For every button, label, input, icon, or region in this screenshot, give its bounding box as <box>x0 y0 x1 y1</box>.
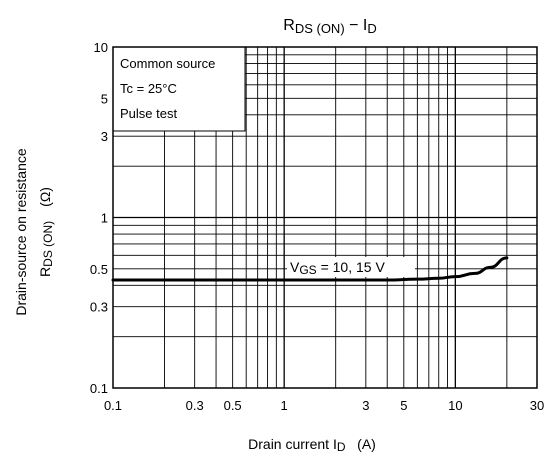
x-tick-label: 1 <box>281 398 288 413</box>
x-tick-label: 0.3 <box>186 398 204 413</box>
conditions-box-bg <box>112 46 246 132</box>
x-axis-label: Drain current ID (A) <box>248 436 376 454</box>
y-tick-label: 0.1 <box>90 381 108 396</box>
x-tick-label: 0.1 <box>104 398 122 413</box>
y-tick-label: 0.3 <box>90 300 108 315</box>
y-axis-label-symbol: RDS (ON)(Ω) <box>37 187 55 277</box>
condition-text: Common source <box>120 56 215 71</box>
series-label: VGS = 10, 15 V <box>290 259 385 277</box>
y-tick-labels: 0.1 0.3 0.5 1 3 5 10 <box>90 40 108 396</box>
y-tick-label: 1 <box>101 211 108 226</box>
condition-text: Pulse test <box>120 106 177 121</box>
series-label-bg <box>287 257 415 277</box>
condition-text: Tc = 25°C <box>120 81 177 96</box>
x-tick-label: 3 <box>362 398 369 413</box>
plot-frame <box>112 46 538 389</box>
y-tick-label: 10 <box>94 40 108 55</box>
series-group: VGS = 10, 15 V <box>111 256 509 282</box>
y-axis-label: Drain-source on resistance <box>13 148 29 316</box>
x-tick-label: 10 <box>448 398 462 413</box>
x-tick-label: 30 <box>530 398 544 413</box>
series-line <box>111 256 509 282</box>
y-tick-label: 0.5 <box>90 262 108 277</box>
y-tick-label: 3 <box>101 129 108 144</box>
conditions-box: Common source Tc = 25°C Pulse test <box>112 46 246 132</box>
x-tick-label: 5 <box>400 398 407 413</box>
y-tick-label: 5 <box>101 91 108 106</box>
grid <box>113 47 537 388</box>
chart-title: RDS (ON) − ID <box>283 17 376 36</box>
x-tick-label: 0.5 <box>224 398 242 413</box>
x-tick-labels: 0.1 0.3 0.5 1 3 5 10 30 <box>104 398 544 413</box>
